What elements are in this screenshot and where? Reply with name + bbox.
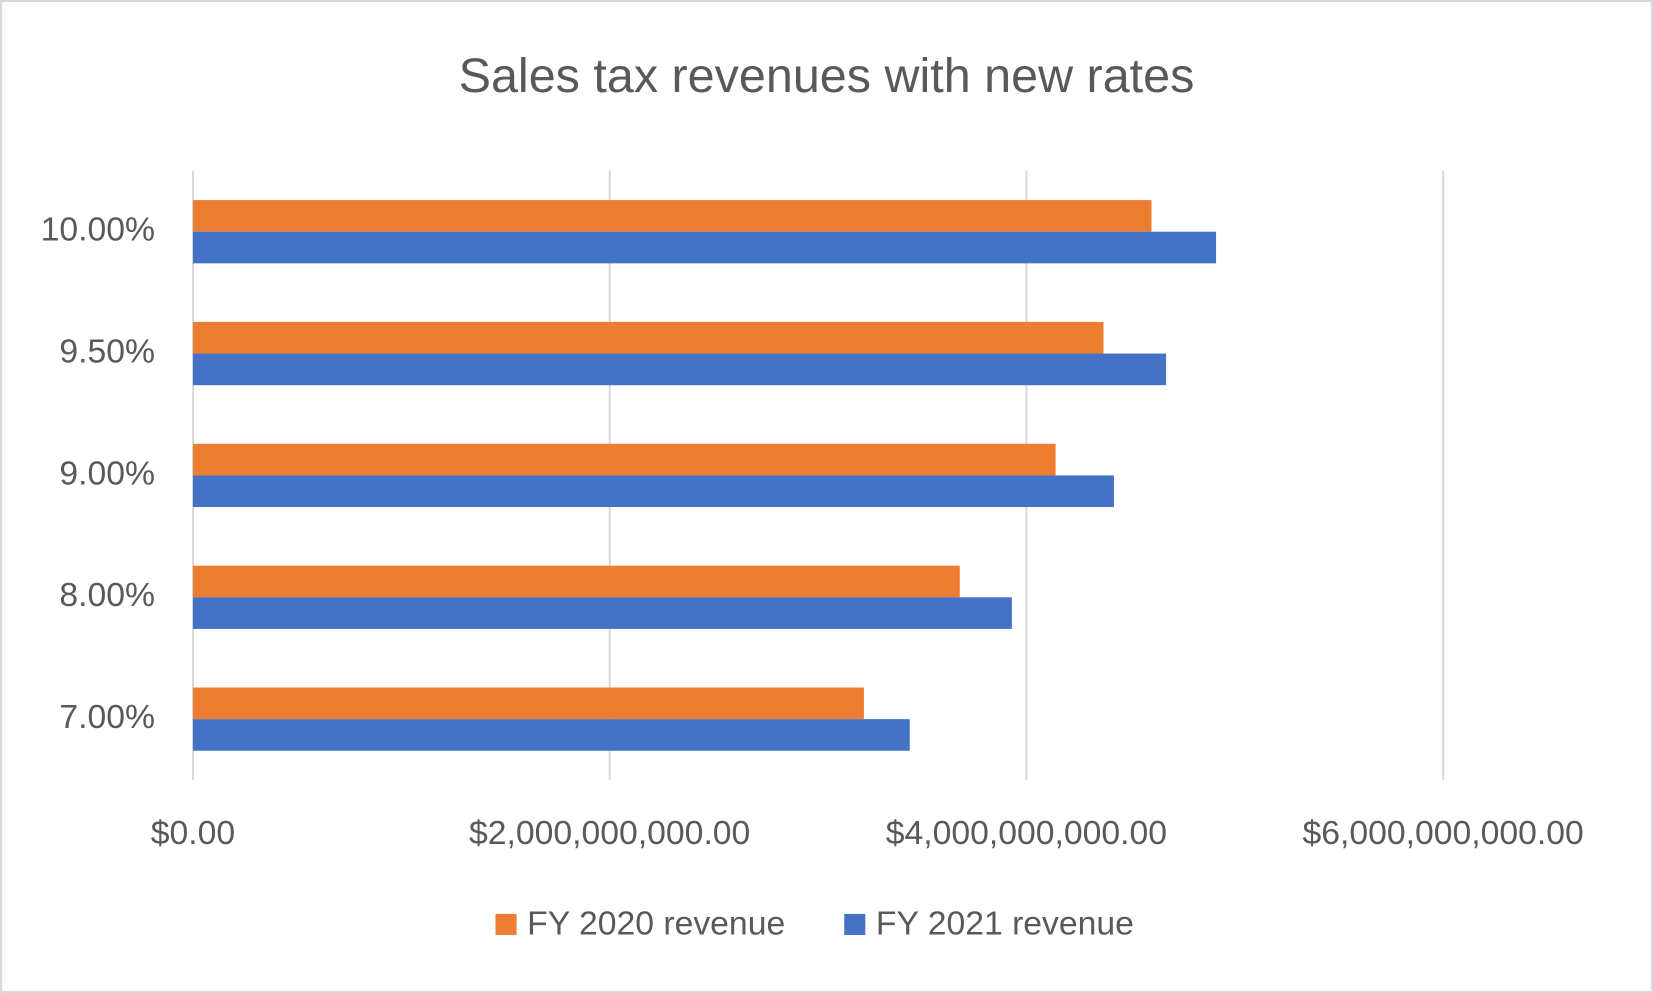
chart-title: Sales tax revenues with new rates [459, 49, 1195, 103]
x-tick-label: $2,000,000,000.00 [469, 814, 750, 852]
y-tick-label: 9.00% [59, 454, 155, 492]
y-tick-label: 7.00% [59, 698, 155, 736]
bar [192, 443, 1056, 476]
bar [192, 597, 1012, 629]
bar [192, 565, 960, 598]
x-tick-label: $4,000,000,000.00 [886, 814, 1167, 852]
bar [192, 231, 1217, 264]
legend-label: FY 2021 revenue [876, 904, 1134, 942]
y-tick-label: 9.50% [59, 332, 155, 370]
x-tick-label: $0.00 [151, 814, 235, 852]
bar [192, 353, 1167, 386]
bar [192, 687, 864, 720]
bar [192, 321, 1104, 354]
legend-label: FY 2020 revenue [527, 904, 785, 942]
bar [192, 475, 1114, 508]
x-tick-label: $6,000,000,000.00 [1303, 814, 1584, 852]
legend-swatch [495, 913, 517, 936]
bar [192, 719, 910, 751]
bar [192, 200, 1152, 232]
y-tick-label: 10.00% [41, 211, 155, 249]
legend-swatch [844, 913, 866, 936]
y-tick-label: 8.00% [59, 576, 155, 614]
